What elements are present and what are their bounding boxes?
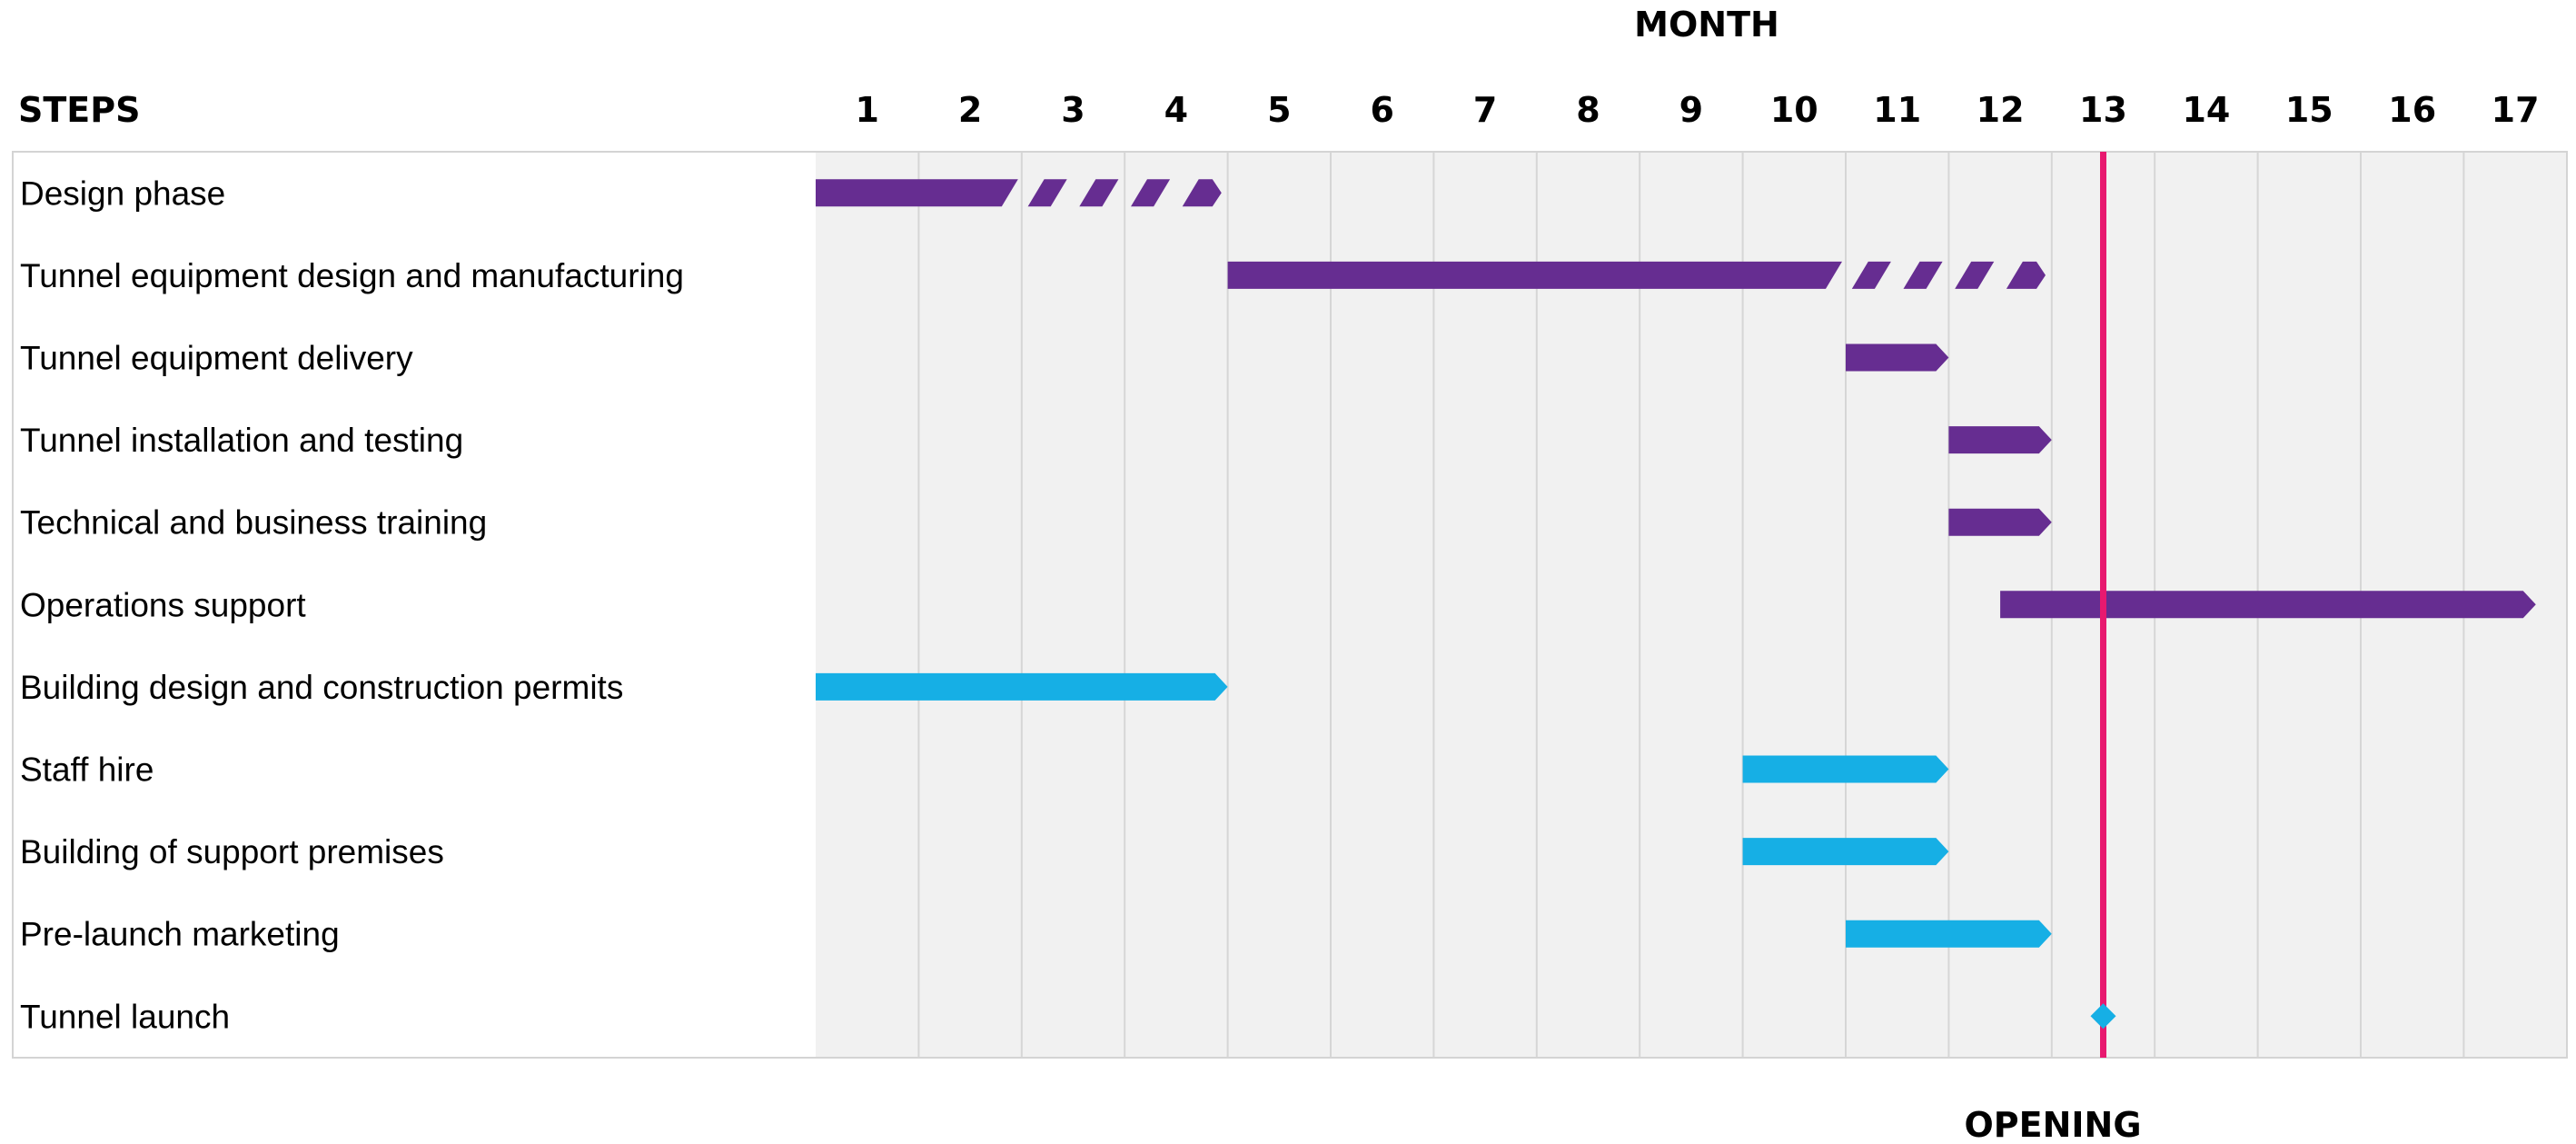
opening-label: OPENING	[1964, 1105, 2141, 1144]
task-label: Staff hire	[20, 751, 154, 789]
task-label: Technical and business training	[20, 504, 487, 542]
bar-hatch	[1131, 179, 1171, 207]
bar-hatch	[1182, 179, 1222, 207]
month-label: 4	[1164, 90, 1188, 130]
month-label: 16	[2388, 90, 2436, 130]
task-label: Design phase	[20, 174, 225, 212]
month-label: 14	[2182, 90, 2230, 130]
bar-hatch	[1955, 261, 1995, 289]
task-label: Tunnel installation and testing	[20, 422, 463, 459]
task-bar	[816, 672, 1228, 701]
task-labels: Design phase Tunnel equipment design and …	[20, 174, 684, 1035]
task-bar	[1948, 508, 2052, 536]
task-label: Pre-launch marketing	[20, 916, 340, 953]
month-label: 8	[1576, 90, 1600, 130]
month-label: 12	[1977, 90, 2025, 130]
month-label: 6	[1370, 90, 1393, 130]
task-bar	[1742, 838, 1949, 866]
x-axis-title: MONTH	[1634, 5, 1779, 45]
month-label: 15	[2285, 90, 2333, 130]
month-label: 2	[958, 90, 982, 130]
month-label: 11	[1873, 90, 1921, 130]
month-label: 7	[1473, 90, 1497, 130]
task-bar	[1227, 261, 1842, 289]
task-label: Tunnel equipment design and manufacturin…	[20, 257, 684, 294]
month-label: 3	[1061, 90, 1085, 130]
table-frame	[12, 151, 2568, 1059]
month-label: 9	[1679, 90, 1703, 130]
row-header: STEPS	[18, 90, 140, 130]
bar-hatch	[1851, 261, 1891, 289]
task-bar	[1742, 755, 1949, 783]
task-bar	[2000, 591, 2536, 619]
task-label: Tunnel equipment delivery	[20, 340, 413, 377]
bar-hatch	[1903, 261, 1943, 289]
task-label: Tunnel launch	[20, 998, 230, 1035]
month-labels: 1 2 3 4 5 6 7 8 9 10 11 12 13 14 15 16 17	[855, 90, 2539, 130]
task-label: Building of support premises	[20, 833, 444, 870]
bar-hatch	[2006, 261, 2046, 289]
task-bar	[1948, 426, 2052, 454]
task-bar	[1846, 920, 2052, 948]
month-label: 13	[2079, 90, 2127, 130]
task-bar	[1846, 343, 1949, 372]
task-bars	[816, 179, 2536, 948]
bar-hatch	[1079, 179, 1119, 207]
month-label: 5	[1267, 90, 1291, 130]
bar-hatch	[1027, 179, 1067, 207]
task-bar	[816, 179, 1018, 207]
milestone-diamond	[2090, 1003, 2116, 1030]
month-label: 10	[1770, 90, 1818, 130]
task-label: Operations support	[20, 586, 306, 623]
month-label: 17	[2492, 90, 2540, 130]
month-label: 1	[855, 90, 878, 130]
task-label: Building design and construction permits	[20, 669, 623, 706]
milestones	[2090, 1003, 2116, 1030]
